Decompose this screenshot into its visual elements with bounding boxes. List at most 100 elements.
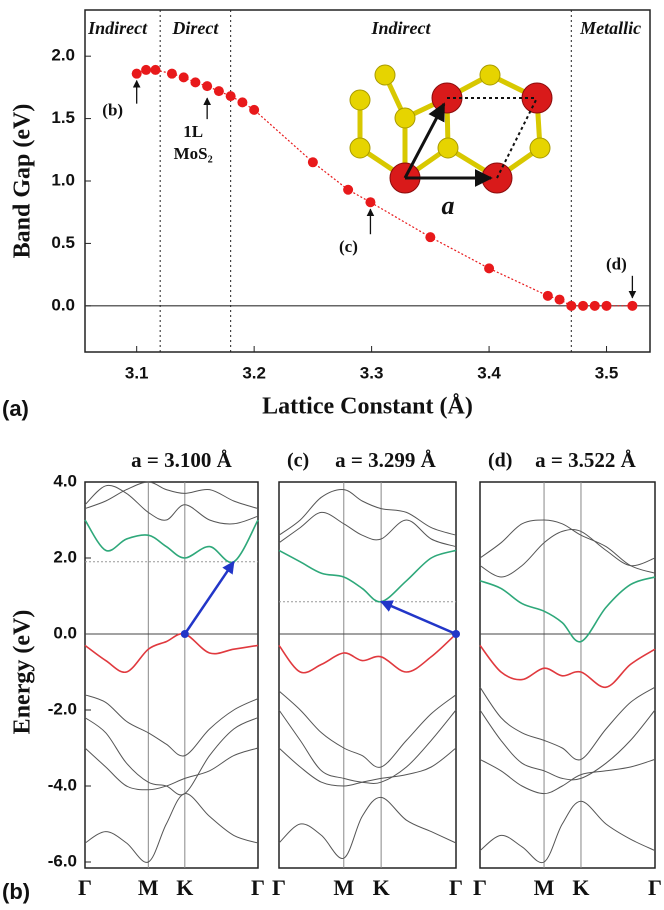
y-tick-label: -2.0 (48, 699, 77, 718)
band (479, 758, 656, 795)
band (84, 793, 259, 863)
y-tick-label: -4.0 (48, 775, 77, 794)
x-tick-label: K (572, 875, 589, 900)
data-point (484, 263, 495, 274)
y-tick-label: 4.0 (53, 471, 77, 490)
annotation-text: 1L (183, 122, 203, 141)
data-point (202, 81, 213, 92)
panel-label: (b) (2, 879, 30, 904)
band (479, 709, 656, 781)
x-tick-label: M (138, 875, 159, 900)
band (84, 632, 259, 674)
plot-frame (479, 481, 656, 869)
band (278, 690, 457, 768)
band (278, 633, 457, 674)
x-tick-label: Γ (648, 875, 662, 900)
band (84, 747, 259, 791)
x-tick-label: K (176, 875, 193, 900)
x-tick-label: 3.2 (242, 363, 266, 382)
x-tick-label: Γ (78, 875, 92, 900)
data-point (190, 77, 201, 88)
inset-label: a (442, 191, 455, 220)
y-axis-title: Energy (eV) (10, 610, 36, 735)
band (278, 489, 457, 536)
band (278, 549, 457, 603)
band (479, 519, 656, 574)
data-point (343, 184, 354, 195)
y-tick-label: 1.5 (51, 108, 75, 127)
subplot-title: a = 3.100 Å (131, 448, 232, 472)
data-point (141, 64, 152, 75)
transition-start (180, 630, 189, 638)
region-label: Direct (171, 18, 219, 38)
x-tick-label: M (333, 875, 354, 900)
data-point (178, 72, 189, 83)
data-point (307, 157, 318, 168)
y-tick-label: 1.0 (51, 170, 75, 189)
y-tick-label: 0.5 (51, 233, 75, 252)
data-point (225, 91, 236, 102)
band (84, 481, 259, 510)
panel-label: (a) (2, 396, 29, 421)
y-tick-label: 0.0 (51, 295, 75, 314)
band (278, 709, 457, 784)
transition-arrow (183, 560, 235, 635)
y-tick-label: 2.0 (53, 547, 77, 566)
annotation-text: MoS₂ (174, 144, 213, 163)
annotation-text: (d) (606, 255, 627, 274)
annotation-text: (b) (102, 101, 123, 120)
title-prefix: (d) (488, 450, 512, 472)
y-tick-label: 2.0 (51, 46, 75, 65)
x-tick-label: 3.3 (360, 363, 384, 382)
data-point (365, 197, 376, 208)
region-label: Indirect (370, 18, 431, 38)
data-point (627, 300, 638, 311)
data-point (578, 300, 589, 311)
subplot-title: a = 3.522 Å (535, 448, 636, 472)
data-point (542, 290, 553, 301)
y-tick-label: -6.0 (48, 851, 77, 870)
band (278, 747, 457, 787)
x-tick-label: 3.5 (595, 363, 619, 382)
data-point (601, 300, 612, 311)
data-line (136, 69, 633, 307)
plot-frame (278, 481, 457, 869)
x-tick-label: K (373, 875, 390, 900)
x-tick-label: 3.1 (125, 363, 149, 382)
data-point (150, 64, 161, 75)
band (479, 644, 656, 689)
subplot-title: a = 3.299 Å (335, 448, 436, 472)
region-label: Metallic (579, 18, 641, 38)
data-point (425, 232, 436, 243)
x-tick-label: Γ (272, 875, 286, 900)
data-point (589, 300, 600, 311)
transition-start (452, 630, 460, 638)
y-axis-title: Band Gap (eV) (10, 104, 36, 259)
band (479, 576, 656, 643)
plot-frame (84, 481, 259, 869)
x-tick-label: Γ (251, 875, 265, 900)
annotation-text: (c) (339, 237, 358, 256)
data-point (213, 86, 224, 97)
band (479, 528, 656, 578)
plot-frame (84, 9, 651, 353)
data-point (166, 68, 177, 79)
band (84, 694, 259, 757)
transition-arrow (379, 600, 457, 636)
data-point (249, 104, 260, 115)
data-point (554, 294, 565, 305)
x-axis-title: Lattice Constant (Å) (262, 394, 473, 420)
region-label: Indirect (87, 18, 148, 38)
band (479, 686, 656, 761)
band (84, 484, 259, 525)
band (479, 800, 656, 864)
data-point (131, 68, 142, 79)
data-point (237, 97, 248, 108)
y-tick-label: 0.0 (53, 623, 77, 642)
band (278, 796, 457, 859)
crystal-inset: a (349, 64, 553, 220)
x-tick-label: M (534, 875, 555, 900)
band (278, 511, 457, 548)
x-tick-label: 3.4 (477, 363, 501, 382)
